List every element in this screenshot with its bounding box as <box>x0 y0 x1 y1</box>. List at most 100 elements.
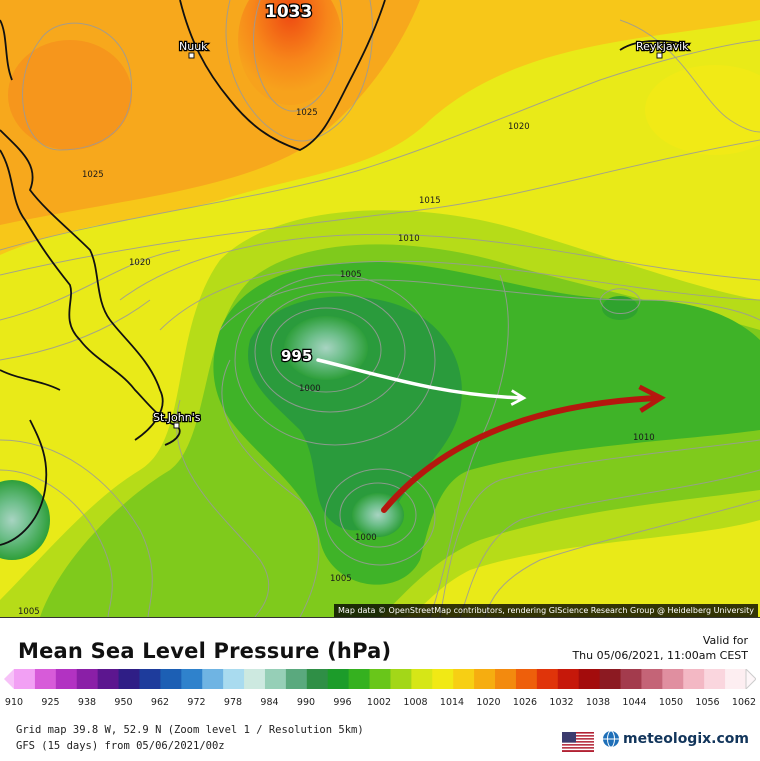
colorbar-swatch <box>76 669 99 689</box>
colorbar-swatch <box>139 669 161 689</box>
isobar-label: 1020 <box>129 258 151 268</box>
colorbar-tick-label: 996 <box>333 697 352 708</box>
high-cell-greenland <box>238 0 342 105</box>
colorbar-tick-label: 1044 <box>622 697 647 708</box>
colorbar-swatch <box>306 669 329 689</box>
colorbar-swatch <box>453 669 475 689</box>
colorbar-swatch <box>495 669 517 689</box>
colorbar-swatch <box>515 669 538 689</box>
isobar-label: 1025 <box>296 108 318 118</box>
colorbar-tick-label: 962 <box>150 697 170 708</box>
pressure-map-canvas: Nuuk Reykjavik St.John's 1033 995 1025 1… <box>0 0 760 617</box>
map-attribution: Map data © OpenStreetMap contributors, r… <box>334 604 758 617</box>
colorbar-swatch <box>348 669 371 689</box>
colorbar-tick-label: 1038 <box>585 697 611 708</box>
colorbar-swatch <box>223 669 245 689</box>
colorbar-tick-label: 1002 <box>366 697 392 708</box>
colorbar-swatch <box>97 669 120 689</box>
colorbar-swatch <box>557 669 580 689</box>
red-movement-arrow <box>381 384 666 513</box>
isobar-label: 1025 <box>82 170 104 180</box>
colorbar-swatch <box>641 669 663 689</box>
brand-text: meteologix.com <box>623 731 749 747</box>
colorbar-max-arrow <box>745 669 756 689</box>
isobar-label: 1010 <box>398 234 420 244</box>
isobar-label: 1020 <box>508 122 530 132</box>
colorbar-swatch <box>118 669 141 689</box>
isobar-label: 1005 <box>18 607 40 617</box>
colorbar-swatch <box>264 669 287 689</box>
colorbar-tick-label: 925 <box>41 697 60 708</box>
colorbar-tick-label: 1008 <box>403 697 428 708</box>
colorbar-swatch <box>411 669 433 689</box>
colorbar-swatch <box>244 669 266 689</box>
colorbar-swatch <box>14 669 36 689</box>
city-reykjavik[interactable]: Reykjavik <box>635 39 690 59</box>
coastlines <box>0 0 691 546</box>
colorbar-swatch <box>160 669 182 689</box>
legend-panel: Mean Sea Level Pressure (hPa) Valid for … <box>0 617 760 761</box>
colorbar-swatch <box>390 669 412 689</box>
city-label-reykjavik: Reykjavik <box>636 40 689 53</box>
legend-title: Mean Sea Level Pressure (hPa) <box>18 639 392 663</box>
city-label-st-johns: St.John's <box>153 411 201 424</box>
colorbar-swatch <box>55 669 78 689</box>
pressure-map[interactable]: Nuuk Reykjavik St.John's 1033 995 1025 1… <box>0 0 760 617</box>
colorbar-tick-label: 910 <box>4 697 24 708</box>
isobar-label: 1010 <box>633 433 655 443</box>
ridge-east <box>645 65 760 155</box>
colorbar-swatch <box>202 669 224 689</box>
grid-info: Grid map 39.8 W, 52.9 N (Zoom level 1 / … <box>16 724 364 736</box>
city-st-johns[interactable]: St.John's <box>152 410 202 429</box>
colorbar-tick-label: 978 <box>223 697 243 708</box>
colorbar-swatch <box>599 669 622 689</box>
high-pressure-label: 1033 <box>265 2 312 22</box>
colorbar-swatch <box>432 669 454 689</box>
colorbar-swatch <box>369 669 392 689</box>
model-info: GFS (15 days) from 05/06/2021/00z <box>16 740 225 752</box>
globe-icon <box>603 730 619 748</box>
white-movement-arrow <box>316 358 527 406</box>
colorbar-tick-label: 990 <box>296 697 316 708</box>
colorbar-swatch <box>474 669 496 689</box>
colorbar-swatch <box>725 669 747 689</box>
low-center-north <box>284 316 368 380</box>
colorbar-tick-label: 938 <box>77 697 97 708</box>
isobar-label: 1000 <box>299 384 321 394</box>
colorbar-tick-label: 950 <box>114 697 133 708</box>
colorbar-ticks: 910 925 938 950 962 972 978 984 990 996 1002 1008 10… <box>5 697 756 711</box>
city-label-nuuk: Nuuk <box>179 40 208 53</box>
colorbar-tick-label: 1020 <box>476 697 501 708</box>
colorbar-swatch <box>704 669 726 689</box>
colorbar-tick-label: 1032 <box>549 697 574 708</box>
pressure-colorbar <box>4 669 756 689</box>
colorbar-min-arrow <box>4 669 14 689</box>
low-pressure-label: 995 <box>281 347 312 365</box>
colorbar-tick-label: 1050 <box>658 697 684 708</box>
isobar-label: 1000 <box>355 533 377 543</box>
colorbar-swatch <box>662 669 684 689</box>
colorbar-swatch <box>578 669 601 689</box>
valid-for-label: Valid for <box>702 634 748 647</box>
colorbar-swatch <box>285 669 308 689</box>
colorbar-swatch <box>683 669 705 689</box>
colorbar-swatch <box>620 669 643 689</box>
colorbar-tick-label: 984 <box>260 697 279 708</box>
colorbar-swatch <box>34 669 57 689</box>
high-cell-west <box>8 40 132 150</box>
colorbar-swatch <box>327 669 350 689</box>
brand-logo[interactable]: meteologix.com <box>602 730 749 748</box>
colorbar-tick-label: 1014 <box>439 697 465 708</box>
colorbar-tick-label: 1056 <box>695 697 720 708</box>
isobar-lines <box>0 0 760 617</box>
us-flag-icon[interactable] <box>562 732 594 752</box>
isobar-label: 1005 <box>330 574 352 584</box>
valid-time: Thu 05/06/2021, 11:00am CEST <box>572 649 748 662</box>
isobar-label: 1005 <box>340 270 362 280</box>
colorbar-tick-label: 1062 <box>731 697 757 708</box>
colorbar-tick-label: 1026 <box>512 697 538 708</box>
isobar-label: 1015 <box>419 196 441 206</box>
colorbar-swatch <box>181 669 203 689</box>
colorbar-tick-label: 972 <box>187 697 206 708</box>
city-nuuk[interactable]: Nuuk <box>178 39 209 59</box>
